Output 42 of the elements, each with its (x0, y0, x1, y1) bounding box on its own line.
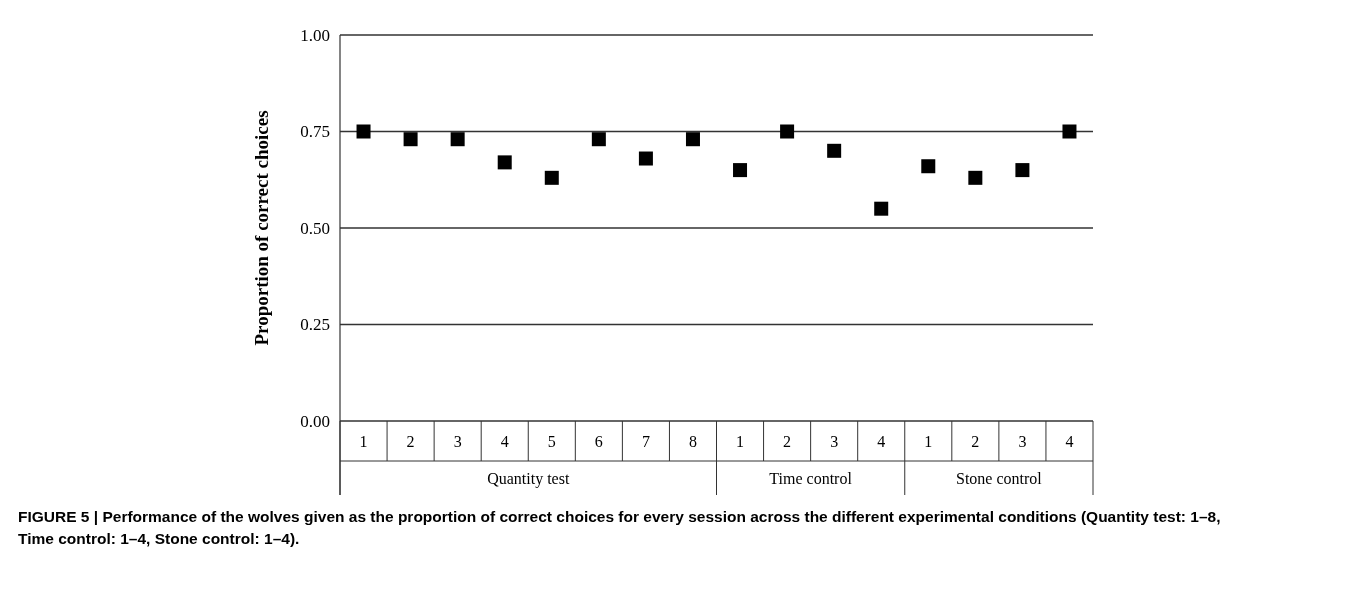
x-tick-label: 3 (830, 432, 839, 450)
x-tick-label: 3 (453, 432, 462, 450)
text: Stone control (955, 469, 1043, 487)
x-tick-label: 4 (1065, 432, 1074, 450)
point (1015, 163, 1030, 178)
point (685, 132, 700, 147)
point (733, 163, 748, 178)
point (968, 170, 983, 185)
x-tick-label: 1 (359, 432, 368, 450)
point (356, 124, 371, 139)
x-tick-label: 3 (1018, 432, 1027, 450)
text: Time control (769, 469, 853, 487)
point (403, 132, 418, 147)
point (1062, 124, 1077, 139)
caption: FIGURE 5 | Performance of the wolves given as the proportion of correct choices for every session across the different experimental conditions (Quantity test: 1–8, Time control: 1–4, Stone control: 1–4). (18, 507, 1222, 549)
y-tick-label: 0.50 (300, 218, 330, 238)
x-tick-label: 2 (971, 432, 980, 450)
x-tick-label: 1 (736, 432, 745, 450)
point (591, 132, 606, 147)
x-tick-label: 7 (641, 432, 650, 450)
x-tick-label: 2 (406, 432, 415, 450)
point (638, 151, 653, 166)
y-axis-title: Proportion of correct choices (251, 110, 272, 346)
y-tick-label: 1.00 (300, 25, 330, 45)
point (827, 143, 842, 158)
point (544, 170, 559, 185)
point (780, 124, 795, 139)
text: Quantity test (487, 469, 570, 488)
x-tick-label: 6 (594, 432, 603, 450)
point (921, 159, 936, 174)
x-tick-label: 5 (547, 432, 556, 450)
point (874, 201, 889, 216)
x-tick-label: 8 (688, 432, 697, 450)
point (497, 155, 512, 170)
x-tick-label: 1 (924, 432, 933, 450)
x-tick-label: 4 (500, 432, 509, 450)
point (450, 132, 465, 147)
y-tick-label: 0.00 (300, 411, 330, 431)
y-tick-label: 0.75 (300, 122, 330, 142)
x-tick-label: 2 (783, 432, 792, 450)
x-tick-label: 4 (877, 432, 886, 450)
y-tick-label: 0.25 (300, 315, 330, 335)
